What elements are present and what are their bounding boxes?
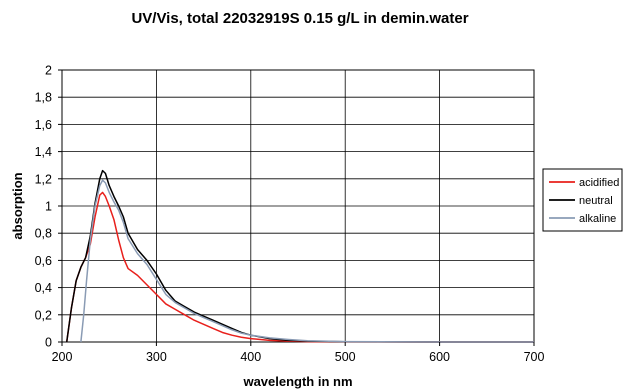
x-axis-label: wavelength in nm — [242, 374, 352, 389]
x-tick-label: 300 — [146, 350, 167, 364]
y-tick-label: 1,8 — [35, 91, 52, 105]
legend-box — [542, 168, 623, 232]
x-tick-label: 500 — [335, 350, 356, 364]
y-tick-label: 0,6 — [35, 254, 52, 268]
y-tick-label: 1,6 — [35, 118, 52, 132]
x-tick-label: 600 — [429, 350, 450, 364]
y-tick-label: 0,2 — [35, 308, 52, 322]
y-axis-label: absorption — [10, 172, 25, 239]
legend-label-neutral: neutral — [579, 195, 613, 207]
series-line-alkaline — [80, 179, 534, 343]
series-line-acidified — [65, 191, 534, 343]
series-lines — [65, 169, 534, 343]
y-tick-label: 0,4 — [35, 281, 52, 295]
legend-label-acidified: acidified — [579, 177, 619, 189]
x-tick-label: 400 — [240, 350, 261, 364]
x-tick-label: 200 — [52, 350, 73, 364]
y-tick-label: 0 — [45, 336, 52, 350]
legend: acidified neutral alkaline — [542, 168, 623, 232]
grid-lines — [61, 69, 535, 343]
series-line-neutral — [65, 169, 534, 343]
y-tick-label: 1 — [45, 200, 52, 214]
chart-title: UV/Vis, total 22032919S 0.15 g/L in demi… — [131, 10, 468, 27]
y-tick-label: 1,2 — [35, 172, 52, 186]
legend-label-alkaline: alkaline — [579, 213, 616, 225]
y-tick-label: 0,8 — [35, 227, 52, 241]
x-tick-label: 700 — [524, 350, 545, 364]
y-tick-label: 1,4 — [35, 145, 52, 159]
y-tick-label: 2 — [45, 64, 52, 78]
tick-labels: 0 0,2 0,4 0,6 0,8 1 1,2 1,4 1,6 1,8 2 200 300 400 500 6… — [35, 64, 545, 365]
